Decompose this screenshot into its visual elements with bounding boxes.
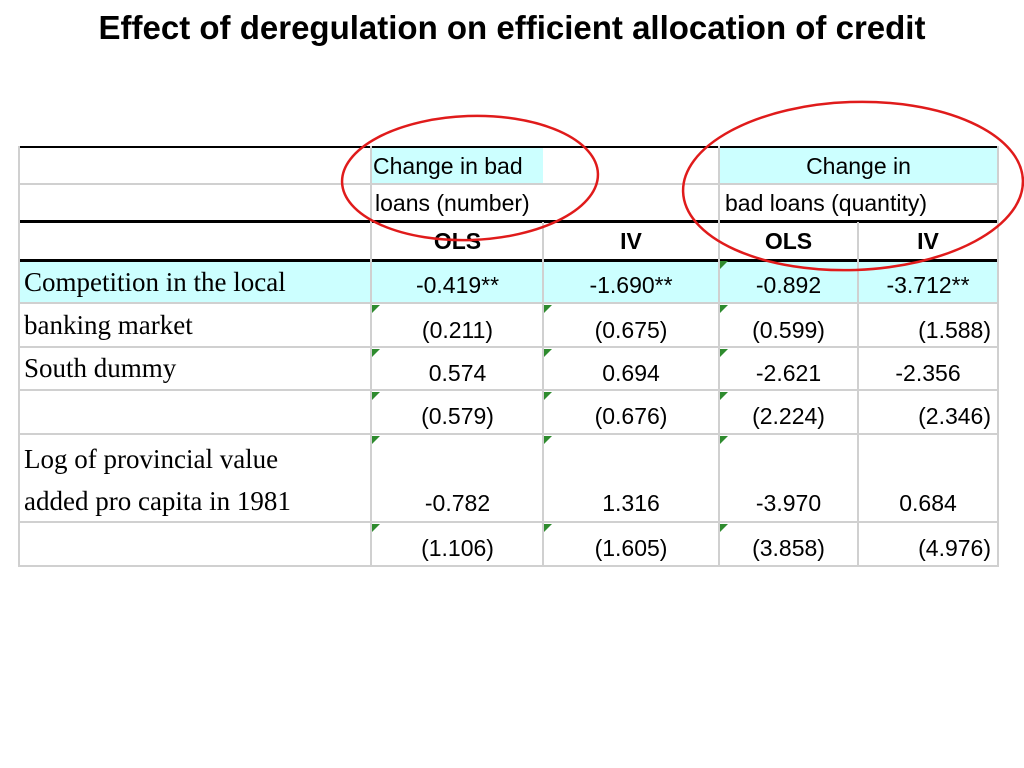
method-header-ols-2: OLS [764,227,813,254]
comment-marker [372,436,380,444]
comment-marker [372,349,380,357]
cell-banking-ols2: (0.599) [752,316,825,343]
group-header-bad-loans-quantity-line1-text: Change in [806,153,911,179]
rule-8 [19,521,998,523]
vrule-iv1 [542,222,544,567]
rule-7 [19,433,998,435]
cell-banking-iv1: (0.675) [594,316,668,343]
cell-banking-ols1: (0.211) [421,316,494,343]
group-header-bad-loans-number-line2: loans (number) [375,190,530,216]
comment-marker [720,349,728,357]
header-highlight-right [719,148,998,183]
comment-marker [720,305,728,313]
vrule-ols2 [718,146,720,567]
rule-1 [19,183,998,185]
row-label-added-pro-capita: added pro capita in 1981 [24,485,291,516]
header-highlight-left [371,148,543,183]
cell-competition-ols1: -0.419** [415,271,500,298]
method-header-iv-1: IV [620,227,642,254]
group-header-bad-loans-quantity-line1: Change in [719,150,998,183]
cell-log-se-iv1: (1.605) [594,534,668,561]
cell-log-ols1: -0.782 [424,489,491,516]
vrule-label [370,146,372,567]
annotation-circle-left [340,114,600,242]
cell-log-se-ols2: (3.858) [752,534,825,561]
comment-marker [544,436,552,444]
comment-marker [372,392,380,400]
row-highlight [19,262,998,302]
comment-marker [544,305,552,313]
cell-south-iv1: 0.694 [602,359,660,386]
comment-marker [544,392,552,400]
vrule-iv2 [857,222,859,567]
cell-log-iv2: 0.684 [899,489,957,516]
cell-south-se-ols2: (2.224) [752,402,825,429]
group-header-bad-loans-number-line1: Change in bad [373,153,523,179]
cell-south-ols2: -2.621 [755,359,822,386]
comment-marker [720,392,728,400]
comment-marker [720,261,728,269]
rule-2 [19,220,998,223]
rule-bottom [19,565,998,567]
rule-6 [19,389,998,391]
row-label-south-dummy: South dummy [24,353,177,383]
cell-competition-iv1: -1.690** [589,271,673,298]
vrule-left [18,146,20,567]
row-label-banking-market: banking market [24,309,193,340]
comment-marker [372,305,380,313]
comment-marker [720,436,728,444]
cell-banking-iv2: (1.588) [918,316,991,343]
vrule-right [997,146,999,567]
cell-south-se-iv1: (0.676) [594,402,668,429]
annotation-circle-right [681,100,1024,272]
rule-4 [19,302,998,304]
method-header-iv-2: IV [917,227,939,254]
page-title: Effect of deregulation on efficient allo… [98,9,926,46]
cell-log-ols2: -3.970 [755,489,822,516]
cell-log-se-ols1: (1.106) [421,534,494,561]
comment-marker [372,524,380,532]
rule-3 [19,259,998,262]
rule-top [19,146,998,148]
rule-5 [19,346,998,348]
comment-marker [544,524,552,532]
row-label-log-provincial: Log of provincial value [24,443,279,474]
cell-south-ols1: 0.574 [428,359,487,386]
cell-south-se-iv2: (2.346) [918,402,991,429]
cell-log-se-iv2: (4.976) [918,534,991,561]
group-header-bad-loans-quantity-line2: bad loans (quantity) [725,190,928,216]
cell-competition-iv2: -3.712** [886,271,970,298]
row-label-competition: Competition in the local [24,266,286,297]
cell-south-iv2: -2.356 [895,359,961,386]
comment-marker [720,524,728,532]
cell-south-se-ols1: (0.579) [421,402,494,429]
cell-log-iv1: 1.316 [602,489,660,516]
cell-competition-ols2: -0.892 [755,271,822,298]
comment-marker [544,349,552,357]
